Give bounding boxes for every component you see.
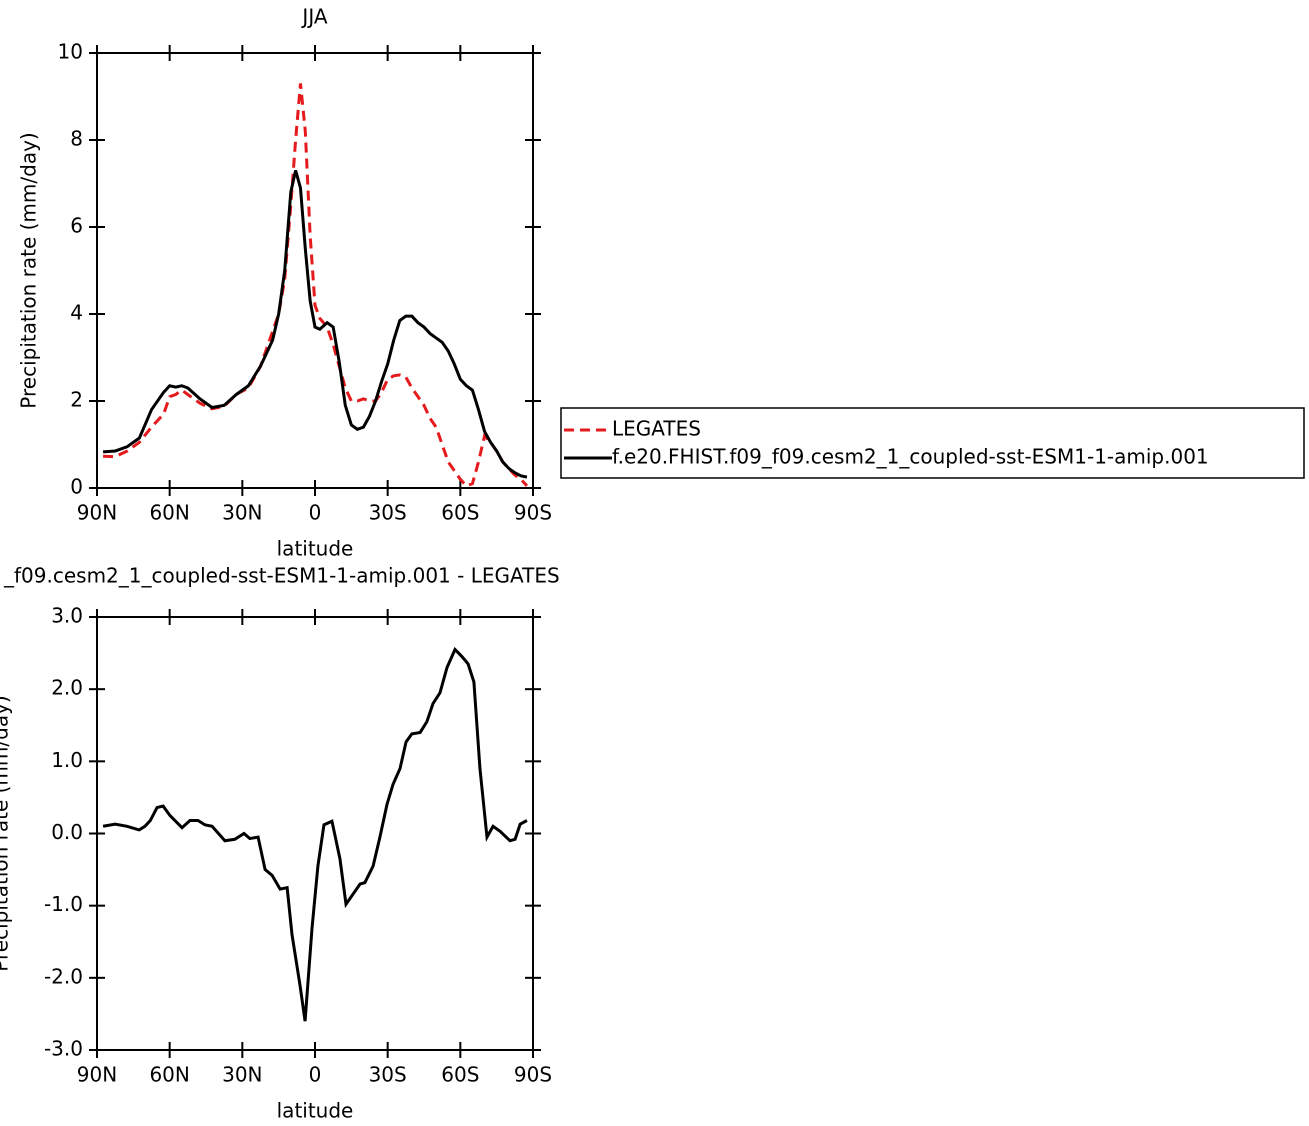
data-line — [103, 83, 529, 488]
x-tick-label: 90S — [514, 501, 552, 525]
y-tick-label: 3.0 — [51, 604, 83, 628]
y-tick-label: -3.0 — [44, 1037, 83, 1061]
x-tick-label: 0 — [309, 501, 322, 525]
y-axis-label: Precipitation rate (mm/day) — [17, 132, 41, 408]
y-tick-label: 0.0 — [51, 820, 83, 844]
plot-frame — [96, 52, 534, 489]
y-tick-label: -2.0 — [44, 964, 83, 988]
x-tick-label: 30N — [222, 1063, 262, 1087]
plot-frame — [96, 616, 534, 1051]
legend-label: LEGATES — [612, 417, 701, 441]
legend-label: f.e20.FHIST.f09_f09.cesm2_1_coupled-sst-… — [612, 445, 1209, 469]
x-tick-label: 30S — [369, 1063, 407, 1087]
x-tick-label: 60S — [441, 1063, 479, 1087]
x-tick-label: 0 — [309, 1063, 322, 1087]
x-tick-label: 90N — [77, 1063, 117, 1087]
x-tick-label: 30S — [369, 501, 407, 525]
x-axis-label: latitude — [277, 537, 354, 561]
y-tick-label: 1.0 — [51, 748, 83, 772]
x-tick-label: 60S — [441, 501, 479, 525]
x-tick-label: 60N — [149, 1063, 189, 1087]
y-tick-label: 0 — [70, 475, 83, 499]
x-tick-label: 90N — [77, 501, 117, 525]
y-axis-label: Precipitation rate (mm/day) — [0, 695, 13, 971]
y-tick-label: 2 — [70, 388, 83, 412]
data-line — [102, 646, 528, 1022]
x-tick-label: 90S — [514, 1063, 552, 1087]
y-tick-label: 6 — [70, 214, 83, 238]
y-tick-label: 10 — [58, 40, 83, 64]
x-tick-label: 30N — [222, 501, 262, 525]
legend-box — [560, 407, 1305, 479]
data-line — [102, 170, 528, 479]
y-tick-label: -1.0 — [44, 892, 83, 916]
x-tick-label: 60N — [149, 501, 189, 525]
y-tick-label: 2.0 — [51, 676, 83, 700]
x-axis-label: latitude — [277, 1099, 354, 1123]
y-tick-label: 8 — [70, 127, 83, 151]
y-tick-label: 4 — [70, 301, 83, 325]
chart-title: _f09.cesm2_1_coupled-sst-ESM1-1-amip.001… — [3, 564, 560, 588]
chart-title: JJA — [300, 5, 327, 29]
